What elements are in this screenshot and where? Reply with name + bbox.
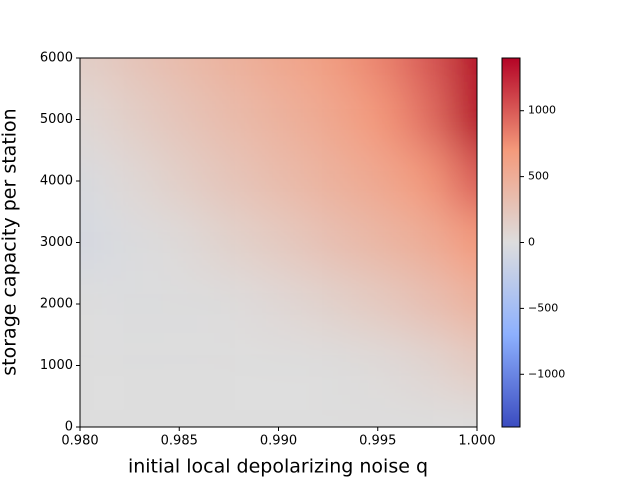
heat-cell (204, 334, 254, 397)
heat-cell (253, 150, 304, 212)
heat-cell (352, 273, 403, 335)
heat-cell (352, 88, 403, 151)
heat-cell (253, 334, 304, 397)
heat-cell (253, 273, 304, 335)
colorbar-tick-label: 500 (528, 170, 549, 183)
heat-cell (303, 150, 353, 212)
heat-cell (204, 58, 254, 89)
heat-cell (80, 150, 105, 212)
x-tick-label: 0.980 (61, 434, 98, 449)
y-axis-label: storage capacity per station (0, 108, 21, 375)
heat-cell (253, 396, 304, 427)
heat-cell (104, 273, 155, 335)
heat-cell (402, 88, 453, 151)
heat-cell (104, 334, 155, 397)
heat-cell (303, 396, 353, 427)
heat-cell (104, 58, 155, 89)
heat-cell (204, 211, 254, 274)
heat-cell (80, 273, 105, 335)
heat-cell (352, 150, 403, 212)
heat-cell (154, 150, 205, 212)
y-tick-label: 4000 (40, 174, 73, 189)
heat-cell (303, 211, 353, 274)
heat-cell (352, 58, 403, 89)
y-tick-label: 3000 (40, 235, 73, 250)
heat-cell (253, 211, 304, 274)
x-tick-label: 0.995 (359, 434, 396, 449)
x-tick-label: 0.985 (161, 434, 198, 449)
heat-cell (452, 334, 477, 397)
heat-cell (402, 150, 453, 212)
heat-cell (80, 88, 105, 151)
heat-cell (303, 273, 353, 335)
heat-cell (452, 58, 477, 89)
heat-cell (452, 396, 477, 427)
heat-cell (452, 88, 477, 151)
colorbar-tick-label: −1000 (528, 367, 565, 380)
y-tick-label: 1000 (40, 358, 73, 373)
colorbar (501, 57, 521, 428)
heat-cell (303, 88, 353, 151)
heat-cell (104, 396, 155, 427)
heat-cell (154, 396, 205, 427)
heat-cell (154, 211, 205, 274)
colorbar-tick-label: 1000 (528, 104, 556, 117)
heat-cell (253, 58, 304, 89)
heat-cell (204, 396, 254, 427)
heat-cell (154, 273, 205, 335)
heat-cell (402, 273, 453, 335)
y-tick-label: 5000 (40, 112, 73, 127)
heat-cell (204, 273, 254, 335)
heat-cell (402, 58, 453, 89)
x-axis-label: initial local depolarizing noise q (128, 456, 428, 478)
heat-cell (80, 211, 105, 274)
heat-cell (80, 396, 105, 427)
heat-cell (104, 88, 155, 151)
heat-cell (204, 88, 254, 151)
heat-cell (104, 211, 155, 274)
colorbar-tick-label: 0 (528, 236, 535, 249)
heat-cell (104, 150, 155, 212)
heat-cell (303, 334, 353, 397)
x-tick-label: 0.990 (260, 434, 297, 449)
heat-cell (402, 211, 453, 274)
heat-cell (402, 396, 453, 427)
heat-cell (352, 396, 403, 427)
heat-cell (154, 88, 205, 151)
heatmap-area (80, 58, 477, 427)
y-tick-label: 6000 (40, 51, 73, 66)
x-tick-label: 1.000 (458, 434, 495, 449)
heat-cell (154, 58, 205, 89)
heat-cell (402, 334, 453, 397)
heat-cell (80, 334, 105, 397)
heat-cell (154, 334, 205, 397)
heat-cell (303, 58, 353, 89)
heat-cell (204, 150, 254, 212)
heat-cell (80, 58, 105, 89)
heatmap-cells (80, 58, 477, 427)
y-tick-label: 2000 (40, 297, 73, 312)
heat-cell (352, 211, 403, 274)
heat-cell (452, 273, 477, 335)
y-tick-label: 0 (65, 420, 73, 435)
heat-cell (253, 88, 304, 151)
heat-cell (352, 334, 403, 397)
axes: 0.980 0.985 0.990 0.995 1.000 0 1000 2000 3000 40… (40, 51, 565, 449)
colorbar-tick-label: −500 (528, 301, 558, 314)
heat-cell (452, 150, 477, 212)
heat-cell (452, 211, 477, 274)
